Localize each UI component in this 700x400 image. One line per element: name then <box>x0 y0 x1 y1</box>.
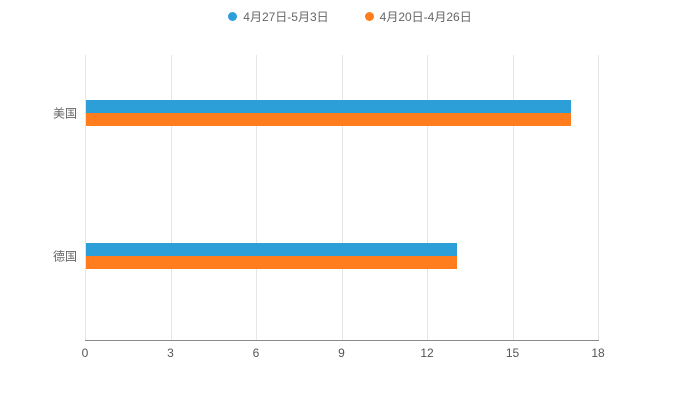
bar-4月27日-5月3日-德国[interactable] <box>86 242 457 256</box>
gridline <box>427 55 428 340</box>
gridline <box>341 55 343 340</box>
bar-4月20日-4月26日-德国[interactable] <box>86 255 457 269</box>
gridline <box>170 55 172 340</box>
legend-label: 4月27日-5月3日 <box>243 10 329 24</box>
gridline <box>512 55 514 340</box>
x-tick-label: 12 <box>420 346 434 360</box>
x-tick-label: 9 <box>338 346 345 360</box>
legend-item-1[interactable]: 4月20日-4月26日 <box>364 8 472 25</box>
plot-area <box>85 55 599 340</box>
bar-4月27日-5月3日-美国[interactable] <box>86 100 571 114</box>
x-tick-label: 0 <box>81 346 89 360</box>
category-label: 德国 <box>52 249 77 264</box>
legend-label: 4月20日-4月26日 <box>379 10 472 24</box>
x-axis-line <box>85 340 599 341</box>
gridline <box>256 55 257 340</box>
gridline <box>85 55 86 340</box>
x-tick-label: 18 <box>591 346 605 360</box>
legend-dot-icon <box>364 12 374 21</box>
gridline <box>598 55 599 340</box>
x-tick-label: 6 <box>252 346 260 360</box>
legend-item-0[interactable]: 4月27日-5月3日 <box>228 8 329 25</box>
legend-dot-icon <box>228 12 238 21</box>
x-tick-label: 15 <box>505 346 520 360</box>
category-label: 美国 <box>52 106 77 121</box>
x-tick-label: 3 <box>167 346 174 360</box>
bar-4月20日-4月26日-美国[interactable] <box>86 113 571 127</box>
chart-legend: 4月27日-5月3日 4月20日-4月26日 <box>0 8 700 25</box>
